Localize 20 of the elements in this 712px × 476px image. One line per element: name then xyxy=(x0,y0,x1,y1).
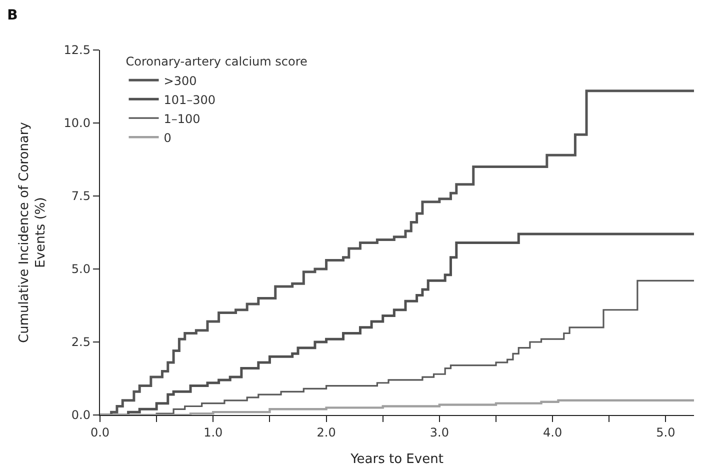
y-axis-title: Cumulative Incidence of Coronary Events (%) xyxy=(16,122,49,343)
legend-label: 1–100 xyxy=(164,112,200,126)
legend-title: Coronary-artery calcium score xyxy=(126,54,308,69)
y-tick-label: 2.5 xyxy=(71,335,90,350)
x-tick-label: 1.0 xyxy=(204,426,223,440)
x-tick-label: 3.0 xyxy=(430,426,449,440)
y-tick-label: 5.0 xyxy=(71,262,90,276)
x-tick-label: 5.0 xyxy=(656,426,676,440)
chart-title: B xyxy=(7,7,18,24)
legend-label: 101–300 xyxy=(164,92,216,107)
x-axis-title: Years to Event xyxy=(350,452,444,468)
y-tick-label: 7.5 xyxy=(71,189,90,204)
legend-label: 0 xyxy=(164,130,172,145)
x-tick-label: 2.0 xyxy=(316,426,336,440)
y-tick-label: 0.0 xyxy=(71,408,90,422)
y-tick-label: 12.5 xyxy=(64,43,90,58)
x-tick-label: 0.0 xyxy=(90,426,110,440)
y-tick-label: 10.0 xyxy=(64,116,90,130)
x-tick-label: 4.0 xyxy=(543,426,562,440)
legend-label: >300 xyxy=(164,74,197,88)
